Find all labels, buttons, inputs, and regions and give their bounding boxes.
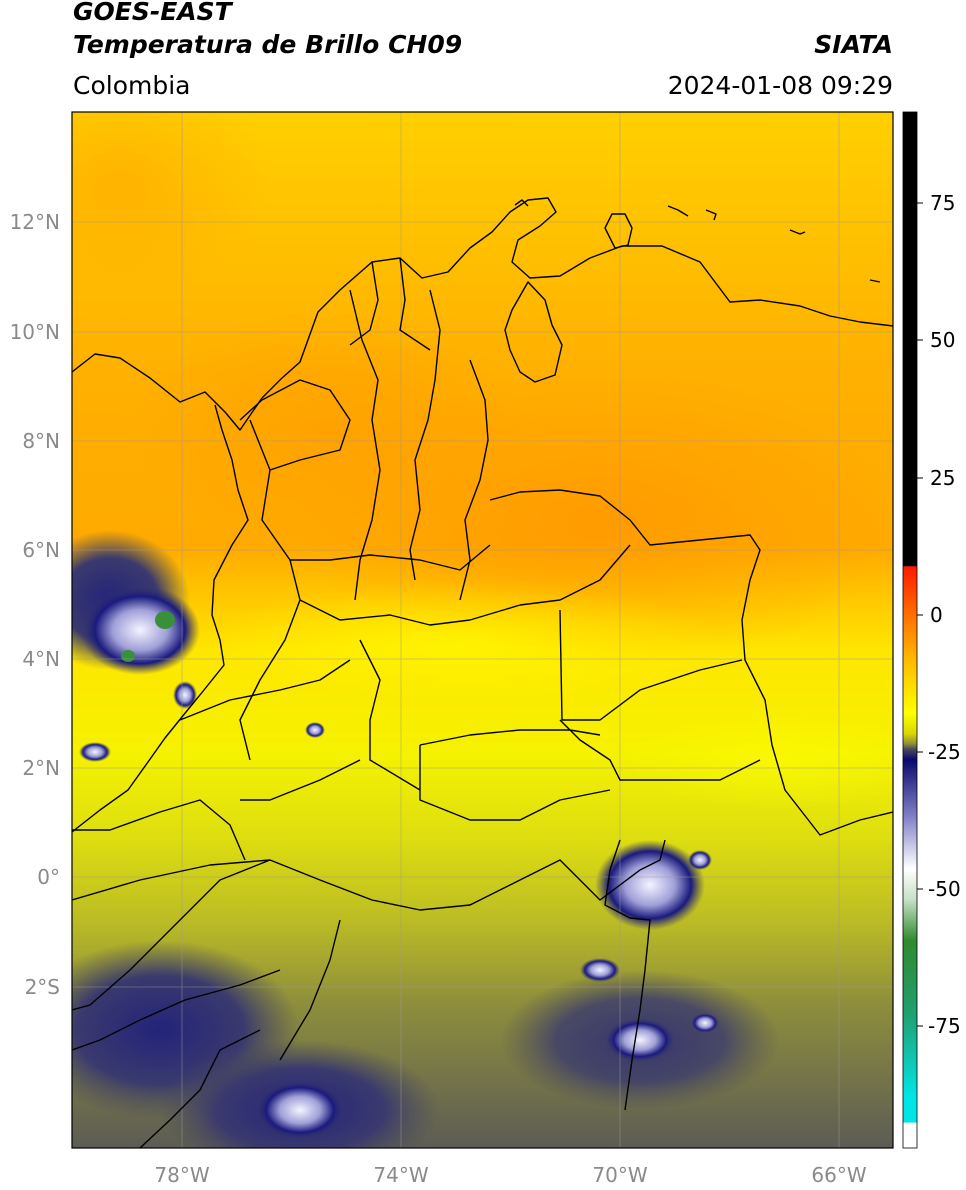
dept-line-9 bbox=[419, 729, 601, 746]
dept-line-13 bbox=[179, 659, 351, 721]
amazon-line bbox=[72, 859, 271, 901]
colorbar-tick-label: -50 bbox=[928, 877, 961, 901]
lon-tick-label: 66°W bbox=[811, 1163, 866, 1187]
island-west bbox=[514, 199, 529, 207]
lat-tick-label: 2°S bbox=[25, 975, 60, 999]
dept-line-15 bbox=[349, 261, 379, 346]
peru-coast bbox=[72, 969, 281, 1051]
ecuador-border bbox=[72, 799, 246, 861]
colombia-peru-border bbox=[72, 839, 666, 1011]
pacific-coastline bbox=[72, 404, 249, 833]
lake-maracaibo bbox=[504, 281, 563, 383]
brazil-south bbox=[139, 1029, 261, 1148]
peru-inner bbox=[279, 919, 341, 1061]
colorbar-tick-label: -25 bbox=[928, 740, 961, 764]
map-frame bbox=[71, 111, 894, 1149]
lon-tick-label: 70°W bbox=[592, 1163, 647, 1187]
dept-line-3 bbox=[409, 289, 441, 581]
lat-tick-label: 12°N bbox=[10, 210, 60, 234]
lat-tick-label: 8°N bbox=[22, 429, 60, 453]
lat-tick-label: 2°N bbox=[22, 756, 60, 780]
colorbar-tick-label: 25 bbox=[930, 466, 955, 490]
colorbar-ticks bbox=[917, 202, 923, 1027]
dept-line-2 bbox=[349, 289, 381, 601]
lon-tick-label: 74°W bbox=[373, 1163, 428, 1187]
dept-line-4 bbox=[459, 359, 489, 601]
dept-line-16 bbox=[399, 257, 431, 351]
island-small bbox=[789, 229, 806, 235]
caribbean-coastline bbox=[72, 197, 893, 431]
graticule bbox=[72, 112, 893, 1148]
lat-tick-label: 6°N bbox=[22, 538, 60, 562]
dept-line-8 bbox=[559, 719, 761, 781]
dept-line-11 bbox=[359, 639, 421, 791]
dept-line-14 bbox=[239, 379, 351, 471]
island-aruba bbox=[667, 205, 689, 217]
source-label: SIATA bbox=[814, 30, 893, 59]
dept-line-12 bbox=[240, 759, 361, 801]
colorbar-tick-label: -75 bbox=[928, 1014, 961, 1038]
title-line2: Temperatura de Brillo CH09 bbox=[73, 30, 463, 59]
lon-tick-label: 78°W bbox=[154, 1163, 209, 1187]
dept-line-5 bbox=[290, 544, 491, 571]
colorbar bbox=[902, 111, 918, 1149]
lat-tick-label: 4°N bbox=[22, 647, 60, 671]
brightness-temperature-field bbox=[72, 112, 893, 1148]
dept-line-7 bbox=[559, 609, 743, 721]
lat-tick-label: 0° bbox=[37, 865, 60, 889]
island-east bbox=[869, 279, 881, 283]
colorbar-tick-label: 75 bbox=[930, 191, 955, 215]
island-curacao bbox=[604, 213, 633, 249]
island-bonaire bbox=[705, 209, 717, 221]
lat-tick-label: 10°N bbox=[10, 320, 60, 344]
datetime-label: 2024-01-08 09:29 bbox=[667, 71, 893, 100]
coastlines-and-borders bbox=[72, 197, 893, 1148]
colombia-venezuela-border bbox=[489, 489, 893, 836]
region-label: Colombia bbox=[73, 71, 191, 100]
colombia-brazil-border bbox=[604, 839, 651, 1111]
dept-line-6 bbox=[299, 544, 631, 626]
dept-line-10 bbox=[419, 745, 611, 821]
colorbar-tick-label: 50 bbox=[930, 328, 955, 352]
colorbar-tick-label: 0 bbox=[930, 603, 943, 627]
title-line1: GOES-EAST bbox=[73, 0, 232, 26]
